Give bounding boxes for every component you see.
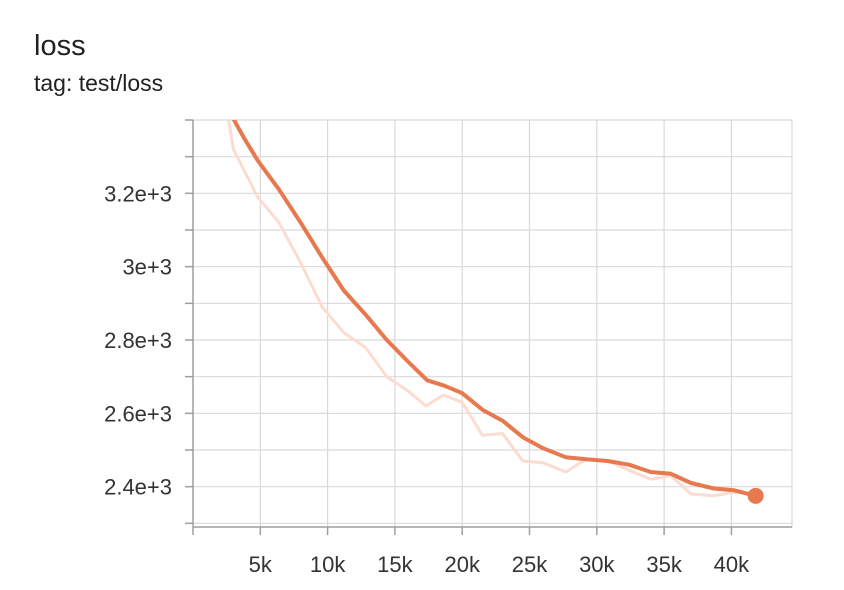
raw-loss-line bbox=[227, 120, 758, 498]
chart-subtitle: tag: test/loss bbox=[34, 70, 164, 96]
x-tick-label: 30k bbox=[579, 552, 615, 577]
smoothed-loss-line bbox=[231, 120, 758, 498]
y-tick-label: 2.6e+3 bbox=[104, 401, 172, 426]
x-tick-label: 5k bbox=[249, 552, 273, 577]
x-tick-label: 35k bbox=[646, 552, 682, 577]
tick-label-layer: 5k 10k 15k 20k 25k 30k 35k 40k 2.4e+3 2.6e+3 2.8e+… bbox=[104, 181, 750, 577]
y-tick-label: 2.8e+3 bbox=[104, 328, 172, 353]
last-point-marker bbox=[747, 487, 764, 504]
x-tick-label: 10k bbox=[310, 552, 346, 577]
x-tick-label: 25k bbox=[512, 552, 548, 577]
x-tick-label: 20k bbox=[444, 552, 480, 577]
grid-layer bbox=[193, 119, 793, 527]
series-layer bbox=[227, 120, 764, 504]
y-tick-label: 2.4e+3 bbox=[104, 475, 172, 500]
x-tick-label: 15k bbox=[377, 552, 413, 577]
y-tick-label: 3.2e+3 bbox=[104, 181, 172, 206]
axis-layer bbox=[185, 119, 792, 535]
chart-title: loss bbox=[34, 30, 86, 62]
x-tick-label: 40k bbox=[714, 552, 750, 577]
y-tick-label: 3e+3 bbox=[122, 255, 172, 280]
